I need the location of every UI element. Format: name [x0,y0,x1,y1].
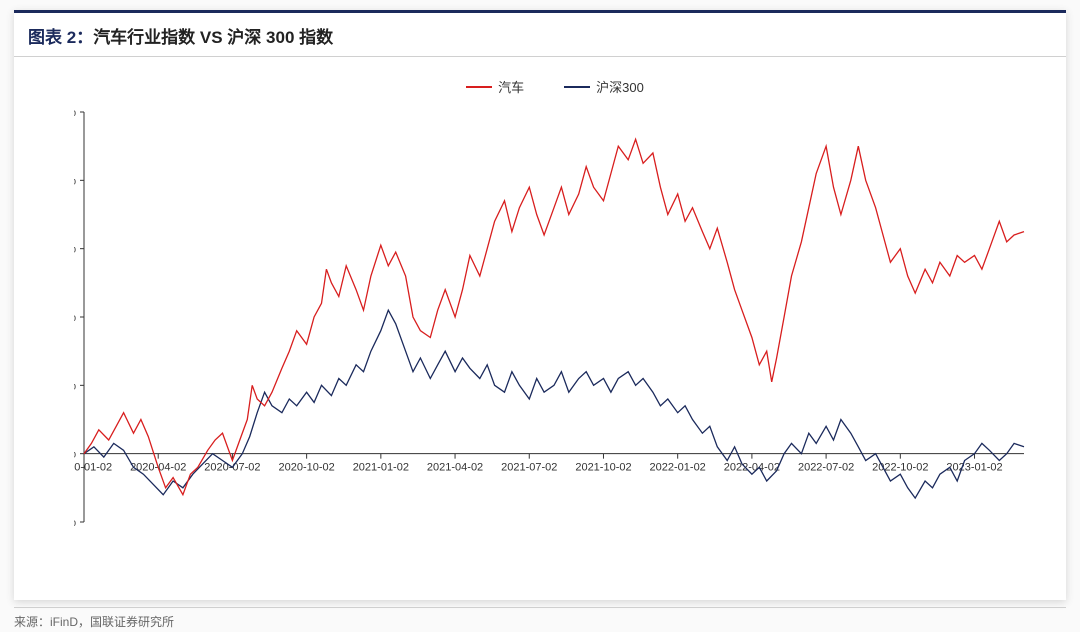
svg-text:2022-04-02: 2022-04-02 [724,462,780,474]
chart-area: 汽车 沪深300 -20% 0% 20% 40% 60% 80% 100% 2020-01-0… [14,57,1066,567]
svg-text:2020-01-02: 2020-01-02 [74,462,112,474]
legend-item-auto: 汽车 [466,77,524,96]
legend-swatch-csi300 [564,86,590,88]
line-chart-svg: -20%0%20%40%60%80%100%2020-01-022020-04-… [74,102,1034,552]
svg-text:2022-01-02: 2022-01-02 [650,462,706,474]
title-prefix: 图表 2： [28,28,93,47]
svg-text:2021-01-02: 2021-01-02 [353,462,409,474]
source-text: 来源：iFinD，国联证券研究所 [14,607,1066,632]
svg-text:40%: 40% [74,310,76,324]
svg-text:2020-10-02: 2020-10-02 [278,462,334,474]
svg-text:100%: 100% [74,105,76,119]
chart-card: 图表 2：汽车行业指数 VS 沪深 300 指数 汽车 沪深300 -20% 0%… [14,10,1066,600]
legend-label-auto: 汽车 [498,77,524,96]
legend: 汽车 沪深300 [74,77,1036,96]
svg-text:2021-10-02: 2021-10-02 [575,462,631,474]
svg-text:80%: 80% [74,173,76,187]
legend-item-csi300: 沪深300 [564,77,644,96]
svg-text:20%: 20% [74,378,76,392]
legend-label-csi300: 沪深300 [596,77,644,96]
svg-text:2023-01-02: 2023-01-02 [946,462,1002,474]
svg-text:60%: 60% [74,242,76,256]
chart-title: 图表 2：汽车行业指数 VS 沪深 300 指数 [14,10,1066,57]
svg-text:2021-04-02: 2021-04-02 [427,462,483,474]
svg-text:0%: 0% [74,447,76,461]
legend-swatch-auto [466,86,492,88]
svg-text:2022-07-02: 2022-07-02 [798,462,854,474]
svg-text:2021-07-02: 2021-07-02 [501,462,557,474]
title-text: 汽车行业指数 VS 沪深 300 指数 [93,28,333,47]
svg-text:-20%: -20% [74,515,76,529]
